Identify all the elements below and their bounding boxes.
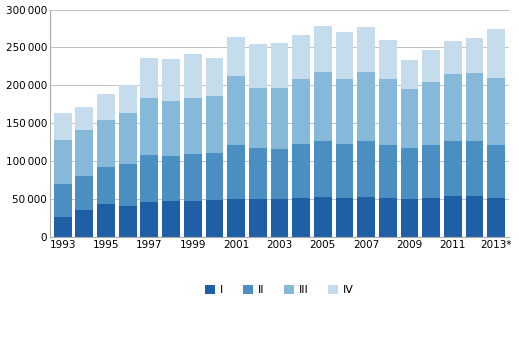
- Bar: [249, 44, 267, 88]
- Bar: [162, 59, 180, 101]
- Bar: [97, 204, 115, 237]
- Bar: [270, 43, 288, 88]
- Bar: [487, 78, 505, 145]
- Bar: [119, 206, 136, 237]
- Bar: [379, 79, 397, 145]
- Bar: [401, 60, 418, 89]
- Bar: [357, 27, 375, 73]
- Bar: [357, 73, 375, 141]
- Bar: [97, 94, 115, 120]
- Bar: [335, 32, 353, 78]
- Bar: [249, 148, 267, 199]
- Bar: [141, 97, 158, 155]
- Bar: [422, 82, 440, 145]
- Bar: [162, 156, 180, 201]
- Bar: [184, 154, 201, 201]
- Bar: [357, 197, 375, 237]
- Bar: [119, 164, 136, 206]
- Bar: [227, 37, 245, 76]
- Bar: [54, 140, 72, 184]
- Bar: [379, 145, 397, 198]
- Bar: [401, 89, 418, 148]
- Bar: [466, 141, 483, 196]
- Bar: [141, 202, 158, 237]
- Bar: [270, 149, 288, 199]
- Bar: [444, 196, 461, 237]
- Bar: [444, 41, 461, 74]
- Bar: [466, 39, 483, 73]
- Bar: [487, 145, 505, 198]
- Bar: [314, 141, 332, 197]
- Bar: [184, 201, 201, 237]
- Bar: [314, 197, 332, 237]
- Bar: [379, 40, 397, 79]
- Bar: [227, 76, 245, 144]
- Bar: [314, 26, 332, 72]
- Bar: [119, 114, 136, 164]
- Bar: [54, 216, 72, 237]
- Bar: [54, 114, 72, 140]
- Bar: [314, 72, 332, 141]
- Bar: [97, 120, 115, 167]
- Bar: [54, 184, 72, 216]
- Bar: [487, 29, 505, 78]
- Bar: [401, 148, 418, 199]
- Bar: [292, 144, 310, 197]
- Bar: [206, 153, 223, 200]
- Bar: [292, 79, 310, 144]
- Bar: [206, 58, 223, 96]
- Bar: [379, 198, 397, 237]
- Bar: [292, 35, 310, 79]
- Bar: [466, 73, 483, 141]
- Bar: [75, 130, 93, 175]
- Bar: [75, 175, 93, 211]
- Bar: [206, 200, 223, 237]
- Bar: [249, 88, 267, 148]
- Bar: [141, 58, 158, 97]
- Bar: [357, 141, 375, 197]
- Bar: [270, 88, 288, 149]
- Bar: [335, 78, 353, 144]
- Bar: [487, 198, 505, 237]
- Bar: [292, 197, 310, 237]
- Legend: I, II, III, IV: I, II, III, IV: [201, 281, 358, 300]
- Bar: [444, 74, 461, 141]
- Bar: [401, 199, 418, 237]
- Bar: [162, 201, 180, 237]
- Bar: [206, 96, 223, 153]
- Bar: [422, 145, 440, 198]
- Bar: [97, 167, 115, 204]
- Bar: [335, 144, 353, 197]
- Bar: [119, 85, 136, 114]
- Bar: [141, 155, 158, 202]
- Bar: [75, 211, 93, 237]
- Bar: [184, 98, 201, 154]
- Bar: [75, 107, 93, 130]
- Bar: [162, 101, 180, 156]
- Bar: [422, 198, 440, 237]
- Bar: [335, 197, 353, 237]
- Bar: [184, 54, 201, 98]
- Bar: [422, 50, 440, 82]
- Bar: [270, 199, 288, 237]
- Bar: [444, 141, 461, 196]
- Bar: [227, 199, 245, 237]
- Bar: [466, 196, 483, 237]
- Bar: [227, 144, 245, 199]
- Bar: [249, 199, 267, 237]
